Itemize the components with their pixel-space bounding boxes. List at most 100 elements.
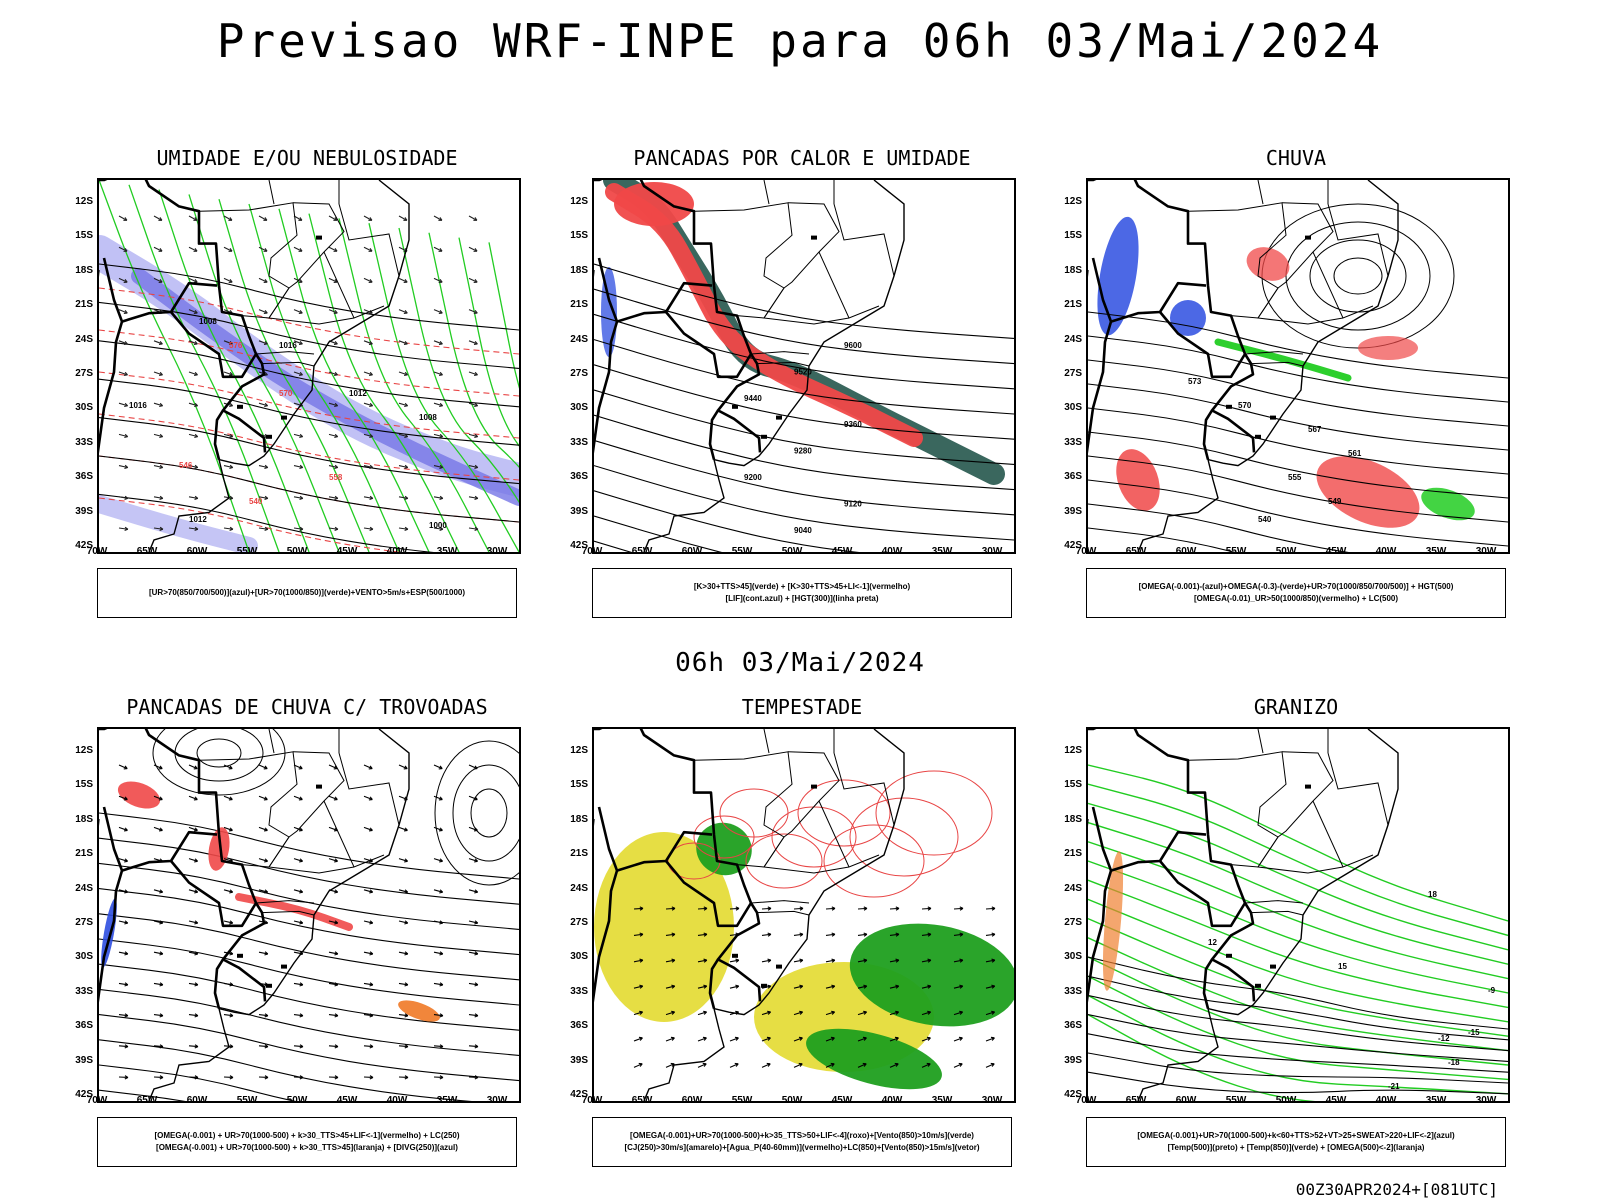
wind-vector-head [438, 248, 443, 252]
isoline [99, 371, 519, 439]
geography-layer [594, 180, 905, 552]
wind-vector-head [123, 827, 128, 832]
wind-vector [188, 496, 198, 499]
coastline-east [1137, 729, 1399, 1101]
wind-vector [857, 933, 867, 936]
wind-vector-head [404, 464, 409, 470]
wind-vector [889, 1011, 899, 1016]
wind-vector [793, 959, 803, 963]
wind-vector-head [670, 1062, 675, 1067]
geography-layer [1088, 180, 1399, 552]
humidity-band-south [99, 495, 258, 552]
country-border [213, 958, 225, 1009]
state-border [1250, 361, 1304, 367]
wind-vector [258, 527, 268, 530]
wind-vector-head [264, 858, 268, 863]
wind-vector-head [123, 279, 128, 283]
wind-vector-head [124, 1044, 129, 1049]
wind-vector [729, 985, 739, 989]
wind-vector-head [123, 796, 128, 801]
temp500-contour [1088, 1014, 1508, 1062]
country-border [170, 311, 258, 379]
wind-vector-head [438, 279, 443, 283]
wind-vector [398, 465, 408, 469]
wind-vector-head [229, 920, 234, 925]
wind-vector-head [404, 402, 409, 408]
geography-layer [99, 729, 410, 1101]
wind-vector-head [298, 827, 303, 832]
wind-vector-head [368, 279, 373, 283]
wind-vector-head [439, 858, 443, 863]
latitude-label: 30S [75, 951, 93, 963]
omega-red [1316, 456, 1420, 528]
country-border [594, 180, 762, 453]
wind-vector-head [158, 279, 163, 283]
hgt500-label: 555 [1288, 473, 1302, 482]
wind-vector [223, 433, 233, 438]
wind-vector [293, 246, 303, 252]
wind-vector-head [404, 433, 409, 439]
country-border [594, 321, 619, 454]
wind-vector-head [229, 1044, 234, 1049]
wind-vector [328, 215, 338, 221]
wind-vector [258, 826, 268, 831]
wind-vector-head [767, 984, 772, 989]
wind-vector-head [702, 1036, 707, 1041]
lake-marker [266, 983, 272, 988]
wind-vector-head [123, 217, 128, 221]
country-border [1091, 257, 1207, 323]
wind-vector [363, 920, 373, 924]
wind-vector-head [159, 1013, 164, 1018]
wind-vector [153, 277, 163, 283]
isoline [1088, 383, 1508, 451]
thickness-label: 576 [229, 341, 243, 350]
lake-marker [281, 415, 287, 420]
longitude-label: 35W [931, 1095, 953, 1106]
wind-vector [468, 764, 478, 770]
wind-vector [153, 215, 163, 221]
wind-vector [223, 889, 233, 893]
precip-water-contour [823, 824, 925, 898]
country-border [597, 806, 713, 872]
wind-vector [153, 433, 163, 438]
temp850-contour [1088, 975, 1508, 1081]
wind-vector [293, 465, 303, 469]
wind-vector [729, 959, 739, 963]
isoline [99, 862, 519, 930]
panel-title: UMIDADE E/OU NEBULOSIDADE [156, 146, 458, 170]
wind-vector-head [368, 217, 373, 221]
wind-vector-head [991, 932, 996, 937]
isobar-label: 1016 [129, 401, 147, 410]
wind-vector [398, 951, 408, 955]
latitude-label: 24S [570, 882, 588, 894]
wind-vector [468, 277, 478, 283]
temp850-contour [1088, 821, 1508, 965]
country-border [597, 257, 713, 323]
longitude-label: 50W [286, 1095, 308, 1106]
wind-vector [328, 246, 338, 252]
lake-marker [1270, 415, 1276, 420]
wind-vector-head [194, 951, 199, 956]
map-frame: 12 15 -12 -15 -18 -21 18 -9 [1086, 727, 1510, 1103]
state-border [763, 287, 850, 325]
longitude-label: 40W [881, 546, 903, 557]
longitude-label: 55W [236, 1095, 258, 1106]
latitude-label: 12S [1064, 745, 1082, 756]
wind-vector [188, 795, 198, 801]
longitude-label: 45W [336, 1095, 358, 1106]
latitude-label: 27S [570, 368, 588, 379]
wind-vector [433, 795, 443, 801]
wind-vector-head [264, 889, 269, 894]
wind-vector-head [334, 464, 339, 470]
isoline [99, 812, 519, 880]
wind-vector [665, 985, 675, 989]
longitude-label: 50W [781, 546, 803, 557]
wind-vector [363, 309, 373, 314]
wind-vector [697, 933, 707, 936]
map-panel: TEMPESTADE 12S 15S 18S 21S 24S 27S 30S 33S 36S 39S… [542, 695, 1022, 1175]
wind-vector [328, 277, 338, 283]
wind-vector [188, 889, 198, 893]
panel-legend: [OMEGA(-0.001)-(azul)+OMEGA(-0.3)-(verde… [1086, 568, 1506, 618]
wind-vector [223, 1014, 233, 1017]
streamline-ring [452, 764, 519, 862]
